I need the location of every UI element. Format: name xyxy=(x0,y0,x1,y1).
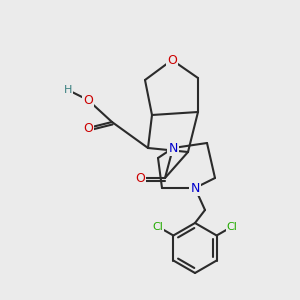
Text: O: O xyxy=(167,53,177,67)
Text: N: N xyxy=(168,142,178,154)
Text: O: O xyxy=(83,94,93,106)
Text: Cl: Cl xyxy=(152,221,163,232)
Text: Cl: Cl xyxy=(227,221,238,232)
Text: H: H xyxy=(64,85,72,95)
Text: O: O xyxy=(83,122,93,134)
Text: O: O xyxy=(135,172,145,184)
Text: N: N xyxy=(190,182,200,194)
